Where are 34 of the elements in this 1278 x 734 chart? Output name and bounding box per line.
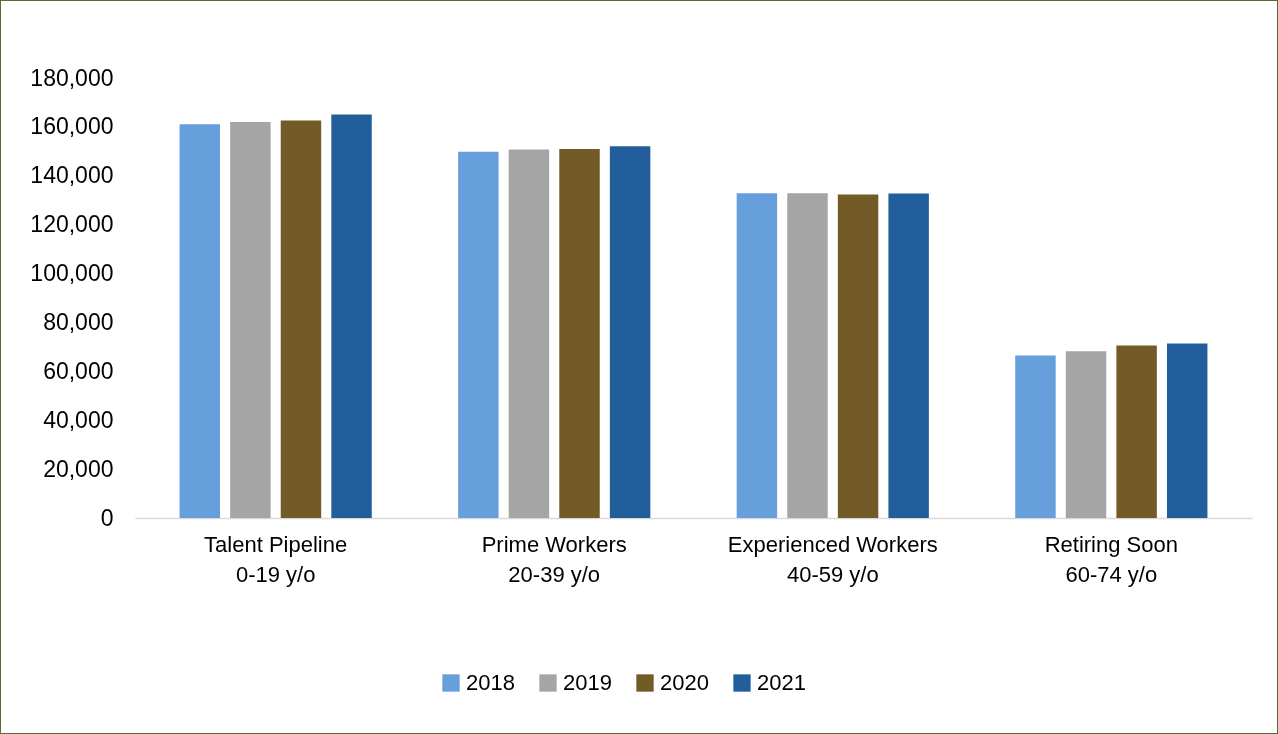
legend-label: 2019	[563, 670, 612, 695]
bar	[736, 193, 778, 518]
y-tick-label: 20,000	[43, 455, 114, 482]
y-tick-label: 80,000	[43, 308, 114, 335]
bar	[787, 193, 828, 518]
bar	[458, 151, 499, 518]
bar	[331, 114, 372, 518]
y-tick-label: 160,000	[30, 113, 114, 140]
x-tick-label: Prime Workers 20-39 y/o	[481, 531, 627, 587]
bar	[837, 194, 879, 518]
bar	[1116, 345, 1157, 518]
bar	[888, 193, 929, 518]
y-tick-label: 140,000	[30, 162, 114, 189]
y-tick-label: 180,000	[30, 64, 114, 91]
bar	[1015, 355, 1056, 518]
bar	[179, 124, 221, 518]
bar	[609, 146, 651, 518]
bar	[559, 148, 600, 518]
bar	[1065, 351, 1107, 518]
x-tick-label: Experienced Workers 40-59 y/o	[727, 531, 938, 587]
y-tick-label: 0	[100, 504, 114, 531]
y-tick-label: 40,000	[43, 406, 114, 433]
y-tick-label: 60,000	[43, 357, 114, 384]
x-tick-label: Retiring Soon 60-74 y/o	[1044, 531, 1178, 587]
legend-label: 2018	[466, 670, 515, 695]
legend-label: 2020	[660, 670, 709, 695]
bar	[280, 120, 322, 518]
x-tick-label: Talent Pipeline 0-19 y/o	[204, 531, 348, 587]
y-tick-label: 100,000	[30, 260, 114, 287]
legend-label: 2021	[757, 670, 806, 695]
bar	[1166, 343, 1208, 518]
bar	[508, 149, 550, 518]
y-tick-label: 120,000	[30, 211, 114, 238]
bar	[230, 122, 271, 518]
